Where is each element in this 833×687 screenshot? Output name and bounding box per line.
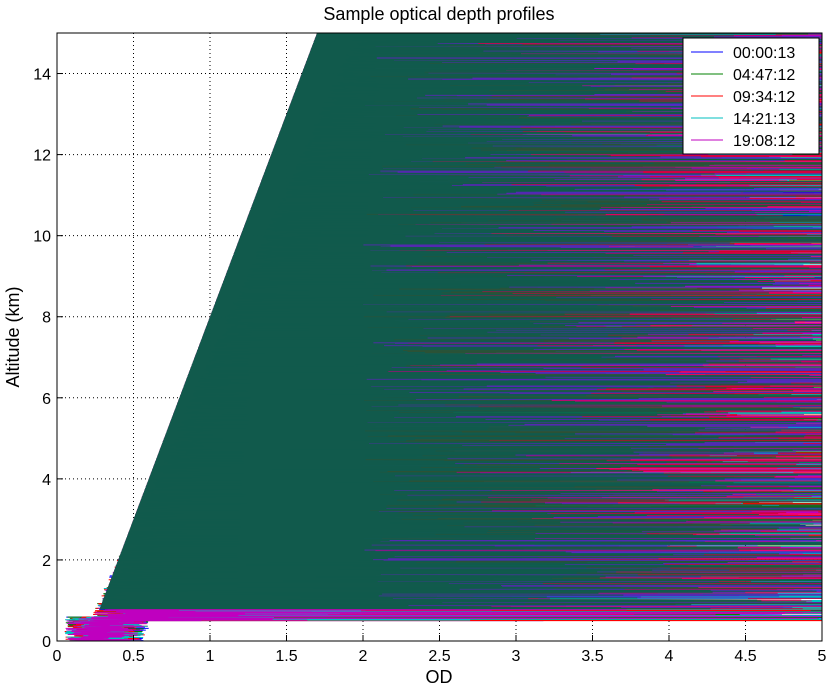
- y-tick-label: 14: [33, 67, 51, 84]
- x-tick-label: 2: [359, 648, 368, 665]
- x-tick-label: 4: [665, 648, 674, 665]
- legend-entry: 00:00:13: [733, 45, 795, 62]
- x-tick-label: 3: [512, 648, 521, 665]
- y-tick-label: 6: [42, 391, 51, 408]
- y-axis: 0 2 4 6 8 10 12 14: [33, 67, 63, 651]
- x-tick-label: 5: [818, 648, 827, 665]
- x-tick-label: 4.5: [734, 648, 756, 665]
- legend-entry: 09:34:12: [733, 89, 795, 106]
- y-axis-label: Altitude (km): [3, 286, 23, 387]
- x-tick-label: 2.5: [428, 648, 450, 665]
- y-tick-label: 2: [42, 553, 51, 570]
- y-tick-label: 12: [33, 148, 51, 165]
- legend-entry: 14:21:13: [733, 111, 795, 128]
- y-tick-label: 0: [42, 634, 51, 651]
- chart-title: Sample optical depth profiles: [323, 4, 554, 24]
- y-tick-label: 4: [42, 472, 51, 489]
- x-axis: 0 0.5 1 1.5 2 2.5 3 3.5 4 4.5 5: [53, 635, 827, 665]
- x-axis-label: OD: [426, 667, 453, 687]
- x-tick-label: 0.5: [122, 648, 144, 665]
- y-tick-label: 8: [42, 310, 51, 327]
- legend: 00:00:13 04:47:12 09:34:12 14:21:13 19:08:12: [682, 37, 820, 155]
- legend-entry: 19:08:12: [733, 133, 795, 150]
- x-tick-label: 0: [53, 648, 62, 665]
- x-tick-label: 1.5: [275, 648, 297, 665]
- y-tick-label: 10: [33, 229, 51, 246]
- od-profiles: [64, 33, 822, 641]
- x-tick-label: 3.5: [581, 648, 603, 665]
- x-tick-label: 1: [206, 648, 215, 665]
- legend-entry: 04:47:12: [733, 67, 795, 84]
